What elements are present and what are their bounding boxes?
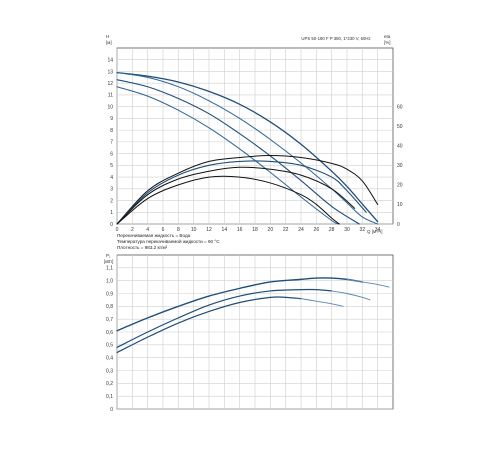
head-chart-left-tick-label: 12 [107,81,113,87]
efficiency-axis-tick-label: 20 [397,183,403,189]
power-chart-left-tick-label: 0 [110,407,113,413]
head-chart-left-tick-label: 8 [110,128,113,134]
power-chart-left-ticks: 0 0,1 0,2 0,3 0,4 0,5 0,6 0,7 0,8 0,9 1,0 1,1 [106,266,113,413]
head-chart-curves [116,71,379,225]
head-chart-x-tick-label: 28 [329,227,335,233]
head-chart-x-tick-label: 12 [206,227,212,233]
head-chart-x-ticks: 0 2 4 6 8 10 12 14 16 18 20 22 24 26 28 30 32 34 [116,227,381,233]
efficiency-axis-tick-label: 60 [397,104,403,110]
head-curve [116,79,360,225]
head-axis-unit: [м] [106,40,112,45]
power-axis-symbol: P₁ [106,253,111,258]
efficiency-axis-tick-label: 0 [397,222,400,228]
head-chart-left-tick-label: 6 [110,151,113,157]
pump-model-title: UPS 50-180 F P 380, 1*230 V, 50Hz [301,36,370,41]
density-note: Плотность = 983.2 кг/м³ [117,245,168,250]
head-chart-grid [116,48,393,225]
power-chart-left-tick-label: 0,2 [106,381,113,387]
head-chart-x-tick-label: 2 [131,227,134,233]
head-chart-right-ticks: 0 10 20 30 40 50 60 [397,104,403,227]
head-chart-left-tick-label: 1 [110,210,113,216]
head-chart-left-tick-label: 0 [110,222,113,228]
head-chart-left-tick-label: 2 [110,198,113,204]
head-chart-x-tick-label: 34 [375,227,381,233]
power-curve [331,290,371,301]
head-chart-left-tick-label: 10 [107,104,113,110]
head-chart-left-tick-label: 13 [107,69,113,75]
power-curve [116,288,333,348]
power-curve [300,298,344,307]
head-curve [116,72,379,225]
head-chart-left-tick-label: 5 [110,163,113,169]
head-chart-left-tick-label: 9 [110,116,113,122]
power-chart-left-tick-label: 0,5 [106,343,113,349]
head-chart-x-tick-label: 6 [162,227,165,233]
efficiency-axis-tick-label: 10 [397,202,403,208]
efficiency-curve [116,155,379,225]
head-chart-x-tick-label: 20 [268,227,274,233]
efficiency-axis-unit: [%] [384,40,391,45]
power-chart-left-tick-label: 1,1 [106,266,113,272]
efficiency-curve [116,175,340,225]
power-chart-curves [116,277,390,354]
efficiency-axis-tick-label: 50 [397,124,403,130]
head-chart-left-tick-label: 14 [107,58,113,64]
power-curve [116,296,302,354]
flow-axis-label: Q [м³/ч] [367,229,382,234]
head-chart-x-tick-label: 22 [283,227,289,233]
power-chart-left-tick-label: 0,1 [106,394,113,400]
power-axis-unit: [кВт] [104,259,113,264]
power-chart-left-tick-label: 0,9 [106,291,113,297]
power-chart-left-tick-label: 0,6 [106,330,113,336]
power-chart-left-tick-label: 0,7 [106,317,113,323]
head-chart-x-tick-label: 10 [191,227,197,233]
head-axis-symbol: H [106,34,109,39]
head-chart-x-tick-label: 4 [146,227,149,233]
fluid-note: Перекачиваемая жидкость = Вода [117,233,191,238]
head-chart-x-tick-label: 18 [252,227,258,233]
efficiency-axis-symbol: eta [384,34,391,39]
power-chart-left-tick-label: 0,4 [106,355,113,361]
efficiency-curve [116,166,356,225]
head-chart-left-tick-label: 11 [108,93,113,99]
head-chart-x-tick-label: 0 [116,227,119,233]
head-chart-x-tick-label: 30 [344,227,350,233]
head-chart-x-tick-label: 26 [314,227,320,233]
head-chart-x-tick-label: 8 [177,227,180,233]
power-curve [116,277,364,332]
head-chart-x-tick-label: 14 [222,227,228,233]
efficiency-axis-tick-label: 40 [397,144,403,150]
head-chart-left-tick-label: 7 [110,140,113,146]
power-chart-left-tick-label: 1,0 [106,278,113,284]
efficiency-curve [116,160,367,225]
power-chart-left-tick-label: 0,3 [106,368,113,374]
power-chart-left-tick-label: 0,8 [106,304,113,310]
head-curve [116,71,379,223]
head-curve [116,86,340,225]
head-efficiency-chart: 0 2 4 6 8 10 12 14 16 18 20 22 24 26 28 30 32 34 01234567… [106,34,403,250]
head-chart-left-tick-label: 3 [110,187,113,193]
head-chart-x-tick-label: 24 [298,227,304,233]
head-chart-x-tick-label: 32 [360,227,366,233]
head-chart-left-tick-label: 4 [110,175,113,181]
temperature-note: Температура перекачиваемой жидкости = 60… [117,238,220,244]
efficiency-axis-tick-label: 30 [397,163,403,169]
head-chart-x-tick-label: 16 [237,227,243,233]
power-chart: 0 0,1 0,2 0,3 0,4 0,5 0,6 0,7 0,8 0,9 1,0 1,1 P₁ [к… [104,253,394,413]
power-curve [346,278,390,288]
